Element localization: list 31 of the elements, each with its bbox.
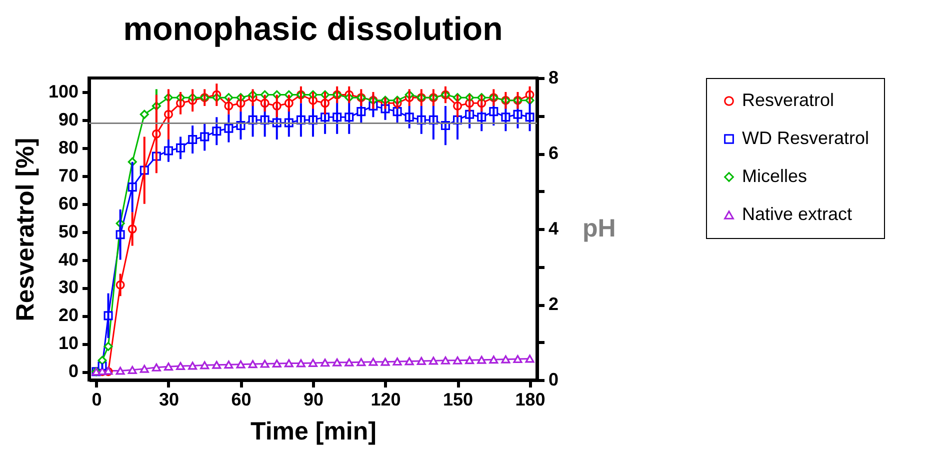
x-axis-title: Time [min] [250, 418, 376, 446]
y-tick-label: 30 [58, 277, 78, 298]
x-tick-label: 120 [370, 390, 401, 410]
y-tick-label: 80 [58, 137, 78, 158]
chart-title: monophasic dissolution [123, 10, 503, 47]
y-tick-label: 60 [58, 193, 78, 214]
legend-label: Resveratrol [742, 90, 834, 110]
y-tick-label: 100 [48, 81, 78, 102]
y2-axis-title: pH [582, 214, 616, 242]
x-tick-label: 30 [158, 390, 179, 410]
y-tick-label: 70 [58, 165, 78, 186]
y-tick-label: 50 [58, 221, 78, 242]
y2-tick-label: 6 [548, 143, 559, 163]
x-tick-label: 150 [442, 390, 474, 410]
legend-label: WD Resveratrol [742, 128, 870, 148]
y2-tick-label: 2 [548, 294, 559, 314]
x-tick-label: 60 [231, 390, 252, 410]
y2-tick-label: 8 [548, 68, 559, 88]
legend-label: Micelles [742, 166, 808, 186]
y2-tick-label: 4 [548, 218, 559, 238]
y-tick-label: 20 [58, 305, 78, 326]
y-tick-label: 10 [58, 333, 78, 354]
y-axis-title: Resveratrol [%] [11, 138, 40, 322]
y-tick-label: 0 [68, 361, 78, 382]
y-tick-label: 40 [58, 249, 78, 270]
x-tick-label: 180 [515, 390, 546, 410]
x-tick-label: 90 [303, 390, 324, 410]
legend-label: Native extract [742, 204, 852, 224]
y-tick-label: 90 [58, 109, 78, 130]
x-tick-label: 0 [92, 390, 102, 410]
y2-tick-label: 0 [548, 370, 559, 390]
